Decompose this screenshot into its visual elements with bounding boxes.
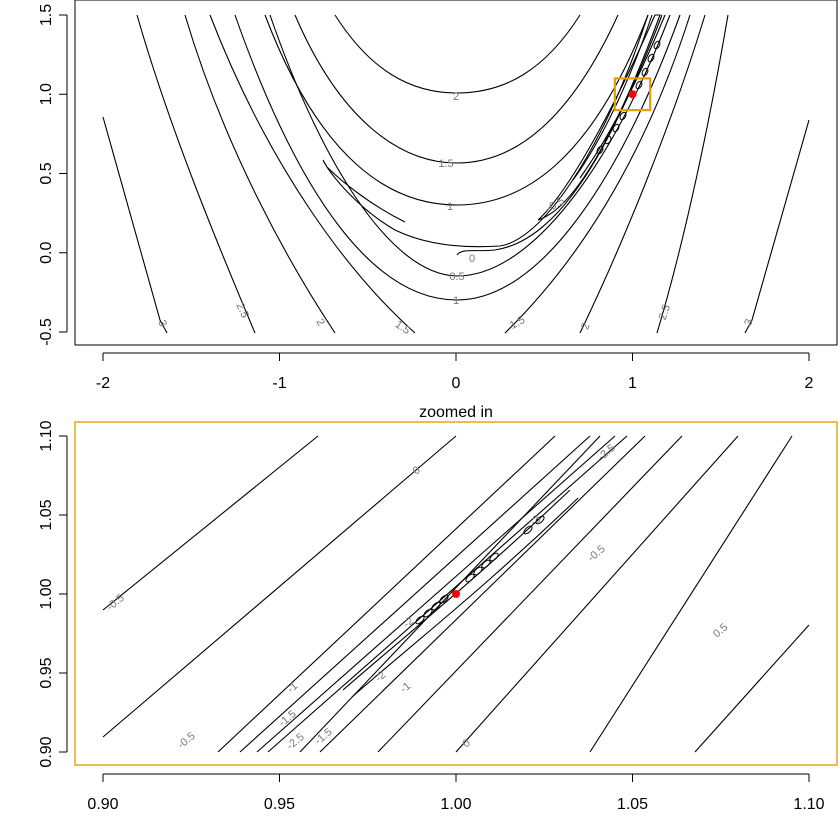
zoom-contour-5	[256, 435, 616, 753]
bottom-contour-label: -2	[373, 669, 388, 684]
top-contour-label: -0.5	[544, 195, 566, 215]
zoom-ridge-inner-2	[351, 497, 579, 698]
contour-top-arc-1	[264, 14, 649, 206]
bottom-contour-lines	[102, 435, 810, 753]
top-contour-label: 0.5	[449, 271, 464, 283]
zoom-contour-10	[455, 435, 739, 753]
contour-level-2-outer-left	[184, 14, 336, 334]
contour-level-0.5	[269, 14, 671, 277]
bottom-x-tick-label: 1.05	[617, 796, 648, 813]
top-contour-label: 3	[742, 317, 755, 327]
top-contour-label: 2	[579, 321, 592, 331]
top-contour-label: 2	[453, 91, 459, 103]
bottom-contour-labels: -0.50-2.5-3-0.5-2-1-1.5-0.5 -2.5 -1.5-2-10…	[105, 442, 731, 752]
contour-top-arc-2	[334, 14, 581, 94]
contour-level-2.5-left	[136, 14, 256, 334]
bottom-contour-label: -1.5	[313, 726, 335, 747]
top-contour-plot: -0.5 0.0 0.5 1.0 1.5 -2 -1 0 1 2	[38, 0, 838, 392]
bottom-contour-plot: zoomed in 0.90 0.95 1.00 1.05 1.10 0.90 0.95 1…	[38, 404, 838, 813]
zoom-contour-9	[377, 435, 683, 753]
top-y-tick-label: 0.0	[38, 242, 55, 264]
top-x-tick-label: -1	[272, 375, 286, 392]
bottom-y-tick-label: 0.95	[38, 657, 55, 688]
top-contour-label: 1	[447, 201, 453, 213]
top-contour-label: 1	[453, 295, 459, 307]
contour-level-1.5-outer-left	[209, 14, 416, 334]
bottom-contour-label: -2	[401, 615, 416, 630]
bottom-contour-label: 0.5	[711, 621, 730, 640]
contour-level-2.5-right	[656, 14, 729, 334]
top-y-tick-label: 0.5	[38, 162, 55, 184]
top-x-tick-label: 0	[452, 375, 461, 392]
bottom-y-tick-label: 1.00	[38, 578, 55, 609]
top-x-tick-label: -2	[96, 375, 110, 392]
zoom-contour-6	[267, 435, 628, 753]
top-contour-label: 1.5	[438, 158, 453, 170]
bottom-y-tick-label: 1.05	[38, 499, 55, 530]
top-ridge-ellipses	[596, 40, 661, 155]
zoom-contour-1	[102, 435, 319, 611]
zoom-contour-7	[299, 435, 601, 753]
contour-level-1-left-lobe	[322, 14, 649, 248]
bottom-x-tick-label: 1.10	[793, 796, 824, 813]
zoom-box	[613, 77, 652, 112]
zoom-contour-12	[694, 624, 810, 753]
top-contour-label: 2.5	[657, 303, 674, 321]
top-y-tick-label: 1.5	[38, 4, 55, 26]
bottom-contour-label: 0	[460, 737, 472, 750]
bottom-x-tick-label: 1.00	[440, 796, 471, 813]
zoom-contour-11	[589, 435, 793, 753]
zoom-contour-2	[102, 435, 457, 738]
zoom-ridge-inner-1	[342, 489, 571, 691]
top-x-tick-label: 2	[805, 375, 814, 392]
bottom-contour-label: -0.5	[105, 592, 127, 613]
top-minimum-point	[628, 90, 637, 99]
contour-level-3-left	[102, 116, 168, 334]
top-contour-label: 1.5	[393, 319, 412, 338]
top-x-axis: -2 -1 0 1 2	[96, 352, 814, 392]
bottom-x-tick-label: 0.90	[87, 796, 118, 813]
bottom-plot-frame	[74, 421, 838, 766]
bottom-ridge-ellipses	[415, 515, 545, 625]
top-y-axis: -0.5 0.0 0.5 1.0 1.5	[38, 4, 68, 346]
top-y-tick-label: 1.0	[38, 83, 55, 105]
bottom-y-tick-label: 0.90	[38, 736, 55, 767]
contour-top-arc-1.5	[294, 14, 619, 164]
bottom-y-axis: 0.90 0.95 1.00 1.05 1.10	[38, 420, 68, 768]
contour-level-2-outer-right	[579, 14, 706, 334]
zoom-contour-4	[239, 435, 591, 753]
bottom-y-tick-label: 1.10	[38, 420, 55, 451]
bottom-minimum-point	[452, 590, 460, 598]
bottom-x-axis: 0.90 0.95 1.00 1.05 1.10	[87, 773, 825, 813]
bottom-contour-label: -1.5	[277, 708, 299, 729]
bottom-contour-label: -1	[398, 680, 413, 695]
top-contour-label: 1.5	[508, 314, 527, 332]
contour-level-1-bottom	[234, 14, 681, 301]
contour-level-minus-0.5	[537, 14, 661, 221]
contour-level-3-right	[744, 119, 810, 334]
top-contour-label: 3	[155, 318, 168, 328]
top-contour-label: 2	[313, 317, 326, 328]
contour-ridge-inner-2	[572, 14, 653, 181]
top-plot-frame	[74, 0, 838, 346]
contour-ridge-inner	[579, 14, 666, 179]
zoom-contour-8	[319, 435, 646, 753]
bottom-x-tick-label: 0.95	[264, 796, 295, 813]
top-contour-labels: 3 2.5 2 1.5 1 0.5 0 -0.5 1.5 2 2.5 3 1.5 1 2	[155, 91, 755, 337]
bottom-contour-label: -0.5	[586, 543, 608, 564]
zoom-contour-3	[217, 435, 556, 753]
contour-level-1.5-outer-right	[504, 14, 691, 334]
top-y-tick-label: -0.5	[38, 318, 55, 346]
zoomed-subtitle: zoomed in	[419, 404, 493, 421]
bottom-contour-label: -0.5	[176, 730, 198, 751]
top-contour-label: 2.5	[233, 301, 250, 320]
top-x-tick-label: 1	[628, 375, 637, 392]
top-contour-label: 0	[469, 253, 475, 265]
top-contour-lines	[102, 14, 810, 334]
bottom-contour-label: -1	[285, 680, 300, 695]
